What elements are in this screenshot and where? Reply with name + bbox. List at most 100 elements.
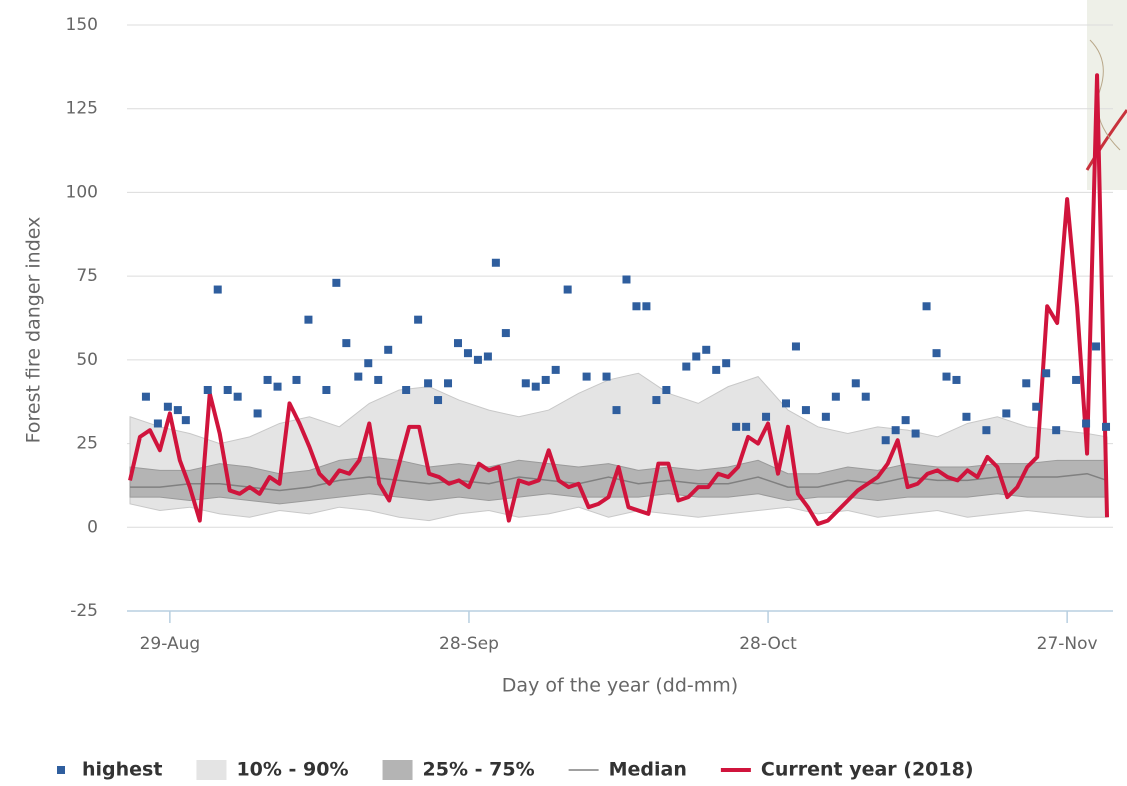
legend-symbol xyxy=(383,760,413,780)
scatter-point xyxy=(274,383,282,391)
scatter-point xyxy=(424,379,432,387)
y-axis-title: Forest fire danger index xyxy=(23,217,45,444)
scatter-point xyxy=(712,366,720,374)
scatter-point xyxy=(254,409,262,417)
scatter-point xyxy=(732,423,740,431)
y-tick-label: 50 xyxy=(76,350,98,370)
scatter-point xyxy=(782,399,790,407)
scatter-point xyxy=(912,430,920,438)
scatter-point xyxy=(522,379,530,387)
scatter-point xyxy=(1022,379,1030,387)
scatter-point xyxy=(374,376,382,384)
scatter-point xyxy=(552,366,560,374)
scatter-point xyxy=(1042,369,1050,377)
y-tick-label: 150 xyxy=(66,15,98,35)
scatter-point xyxy=(492,259,500,267)
scatter-point xyxy=(583,373,591,381)
legend-label: 25% - 75% xyxy=(423,759,535,781)
y-tick-label: 0 xyxy=(87,517,98,537)
scatter-point xyxy=(1052,426,1060,434)
scatter-point xyxy=(923,302,931,310)
y-tick-label: 75 xyxy=(76,266,98,286)
scatter-point xyxy=(982,426,990,434)
scatter-point xyxy=(174,406,182,414)
scatter-point xyxy=(943,373,951,381)
scatter-point xyxy=(364,359,372,367)
scatter-point xyxy=(214,286,222,294)
y-tick-label: 25 xyxy=(76,434,98,454)
scatter-point xyxy=(762,413,770,421)
scatter-point xyxy=(454,339,462,347)
scatter-point xyxy=(484,353,492,361)
scatter-point xyxy=(564,286,572,294)
scatter-point xyxy=(414,316,422,324)
scatter-point xyxy=(304,316,312,324)
scatter-point xyxy=(142,393,150,401)
scatter-point xyxy=(652,396,660,404)
scatter-point xyxy=(952,376,960,384)
scatter-point xyxy=(1072,376,1080,384)
scatter-point xyxy=(892,426,900,434)
scatter-point xyxy=(542,376,550,384)
scatter-point xyxy=(154,419,162,427)
scatter-point xyxy=(1092,342,1100,350)
legend-label: Median xyxy=(609,759,687,781)
scatter-point xyxy=(224,386,232,394)
scatter-point xyxy=(792,342,800,350)
scatter-point xyxy=(692,353,700,361)
scatter-point xyxy=(434,396,442,404)
y-tick-label: 125 xyxy=(66,99,98,119)
scatter-point xyxy=(613,406,621,414)
x-axis-title: Day of the year (dd-mm) xyxy=(502,675,738,697)
scatter-point xyxy=(444,379,452,387)
scatter-point xyxy=(822,413,830,421)
scatter-point xyxy=(722,359,730,367)
scatter-point xyxy=(402,386,410,394)
scatter-point xyxy=(933,349,941,357)
legend-label: Current year (2018) xyxy=(761,759,974,781)
grid xyxy=(127,25,1113,611)
y-tick-label: 100 xyxy=(66,182,98,202)
scatter-point xyxy=(882,436,890,444)
scatter-point xyxy=(354,373,362,381)
legend-label: highest xyxy=(82,759,162,781)
legend-symbol xyxy=(57,766,65,774)
scatter-point xyxy=(164,403,172,411)
scatter-point xyxy=(204,386,212,394)
scatter-point xyxy=(852,379,860,387)
scatter-point xyxy=(1002,409,1010,417)
scatter-point xyxy=(474,356,482,364)
scatter-point xyxy=(603,373,611,381)
scatter-point xyxy=(264,376,272,384)
scatter-point xyxy=(862,393,870,401)
x-tick-label: 29-Aug xyxy=(140,634,201,654)
scatter-point xyxy=(464,349,472,357)
scatter-point xyxy=(622,275,630,283)
scatter-point xyxy=(742,423,750,431)
scatter-point xyxy=(332,279,340,287)
scatter-point xyxy=(532,383,540,391)
scatter-point xyxy=(342,339,350,347)
scatter-point xyxy=(962,413,970,421)
scatter-point xyxy=(1082,419,1090,427)
scatter-point xyxy=(902,416,910,424)
legend-label: 10% - 90% xyxy=(236,759,348,781)
scatter-point xyxy=(702,346,710,354)
scatter-point xyxy=(1032,403,1040,411)
scatter-point xyxy=(322,386,330,394)
scatter-point xyxy=(682,363,690,371)
legend-symbol xyxy=(196,760,226,780)
scatter-point xyxy=(802,406,810,414)
scatter-point xyxy=(502,329,510,337)
scatter-point xyxy=(632,302,640,310)
scatter-point xyxy=(384,346,392,354)
y-tick-label: -25 xyxy=(70,601,98,621)
scatter-point xyxy=(292,376,300,384)
scatter-point xyxy=(1102,423,1110,431)
x-tick-label: 28-Sep xyxy=(439,634,499,654)
scatter-point xyxy=(642,302,650,310)
x-tick-label: 27-Nov xyxy=(1037,634,1098,654)
scatter-point xyxy=(182,416,190,424)
scatter-point xyxy=(832,393,840,401)
scatter-point xyxy=(234,393,242,401)
